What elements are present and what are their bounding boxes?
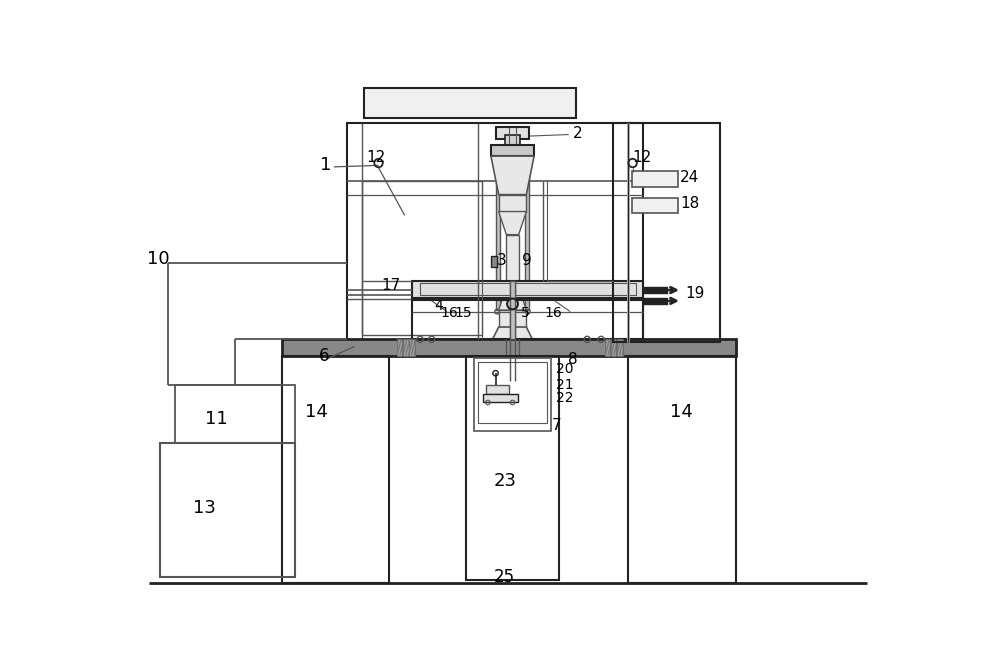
Text: 23: 23	[493, 472, 516, 490]
Text: 19: 19	[685, 286, 704, 300]
Bar	[397, 339, 402, 355]
Text: 13: 13	[193, 499, 216, 517]
Text: 6: 6	[318, 347, 329, 366]
Bar	[510, 281, 515, 339]
Bar	[496, 127, 529, 139]
Text: 12: 12	[632, 150, 651, 165]
Bar	[613, 123, 720, 343]
Bar	[499, 195, 526, 212]
Bar	[160, 443, 295, 577]
Bar	[486, 385, 509, 394]
Bar	[496, 156, 500, 310]
Text: 7: 7	[552, 418, 561, 433]
Text: 16: 16	[440, 306, 458, 320]
Bar	[611, 339, 616, 355]
Bar	[362, 181, 482, 335]
Bar	[491, 343, 534, 353]
Bar	[282, 356, 389, 583]
Text: 8: 8	[568, 352, 578, 367]
Polygon shape	[491, 156, 534, 195]
Bar	[474, 358, 551, 431]
Bar	[632, 198, 678, 213]
Bar	[510, 281, 515, 343]
Text: 17: 17	[382, 278, 401, 293]
Text: 14: 14	[670, 403, 693, 421]
Polygon shape	[491, 327, 534, 343]
Bar	[506, 235, 519, 287]
Text: 4: 4	[434, 299, 443, 313]
Bar	[409, 339, 415, 355]
Bar	[491, 145, 534, 156]
Bar	[628, 356, 736, 583]
Text: 5: 5	[521, 306, 530, 320]
Text: 3: 3	[497, 253, 507, 268]
Bar	[491, 256, 497, 267]
Bar	[175, 385, 295, 443]
Bar	[483, 394, 518, 402]
Bar	[364, 88, 576, 118]
Text: 18: 18	[680, 196, 700, 211]
Text: 15: 15	[455, 306, 472, 320]
Text: 14: 14	[305, 403, 328, 421]
Text: 21: 21	[556, 378, 573, 392]
Text: 9: 9	[522, 253, 531, 268]
Polygon shape	[499, 287, 526, 310]
Text: 10: 10	[147, 250, 169, 268]
Bar	[347, 123, 643, 343]
Text: 1: 1	[320, 157, 331, 174]
Bar	[466, 356, 559, 579]
Bar	[632, 171, 678, 187]
Bar	[403, 339, 409, 355]
Bar	[499, 310, 526, 327]
Bar	[525, 156, 529, 310]
Bar	[412, 300, 643, 339]
Text: 25: 25	[494, 568, 515, 585]
Text: 11: 11	[205, 411, 227, 429]
Bar	[505, 134, 520, 145]
Text: 22: 22	[556, 391, 573, 405]
Bar	[478, 362, 547, 423]
Bar	[420, 283, 636, 296]
Text: 16: 16	[544, 306, 562, 320]
Text: 2: 2	[573, 126, 582, 140]
Text: 24: 24	[680, 170, 700, 185]
Bar	[605, 339, 610, 355]
Bar	[617, 339, 623, 355]
Polygon shape	[499, 212, 526, 235]
Text: 12: 12	[366, 150, 385, 165]
Bar	[412, 281, 643, 298]
Bar	[282, 339, 736, 355]
Text: 20: 20	[556, 362, 573, 376]
